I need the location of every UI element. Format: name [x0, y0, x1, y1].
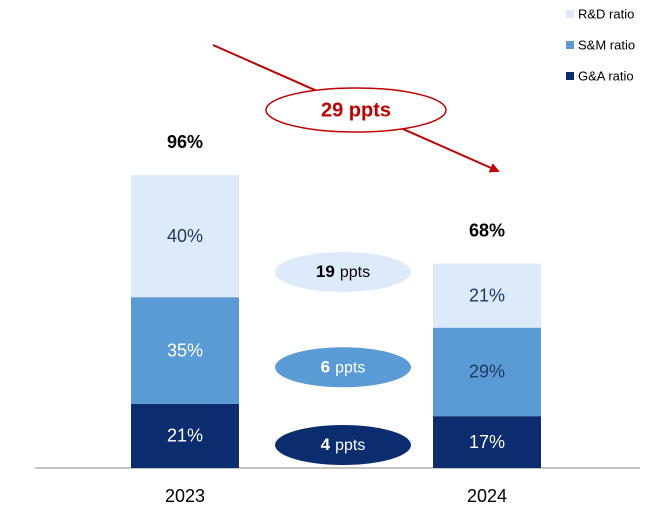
- change-bubble: [275, 347, 411, 388]
- legend-swatch: [566, 41, 574, 49]
- bar-segment: [433, 416, 541, 468]
- value-label: 35%: [167, 340, 203, 360]
- total-change: 29 ppts: [321, 99, 391, 121]
- legend-swatch: [566, 72, 574, 80]
- change-bubble: [275, 425, 411, 466]
- value-label: 21%: [469, 285, 505, 305]
- bar-segment: [131, 403, 239, 468]
- legend-swatch: [566, 10, 574, 18]
- change-value: 4: [321, 436, 331, 455]
- value-label: 21%: [167, 426, 203, 446]
- segment-change: 19 ppts: [316, 262, 370, 281]
- bar-segment: [433, 327, 541, 417]
- x-tick-label: 2024: [467, 486, 507, 506]
- change-unit: ppts: [335, 437, 365, 454]
- bar-segment: [131, 175, 239, 298]
- legend-label: S&M ratio: [578, 37, 635, 52]
- value-label: 17%: [469, 432, 505, 452]
- total-label: 68%: [469, 220, 505, 240]
- bar-segment: [131, 297, 239, 404]
- value-label: 40%: [167, 226, 203, 246]
- change-value: 6: [321, 358, 330, 377]
- change-bubble: [265, 87, 447, 133]
- segment-change: 6 ppts: [321, 358, 366, 377]
- change-bubble: [275, 251, 411, 292]
- total-label: 96%: [167, 132, 203, 152]
- segment-change: 4 ppts: [321, 436, 366, 455]
- change-unit: ppts: [335, 359, 365, 376]
- value-label: 29%: [469, 362, 505, 382]
- x-tick-label: 2023: [165, 486, 205, 506]
- legend-label: R&D ratio: [578, 6, 634, 21]
- change-value: 19: [316, 262, 335, 281]
- legend-label: G&A ratio: [578, 68, 634, 83]
- bar-segment: [433, 263, 541, 328]
- change-unit: ppts: [340, 264, 370, 281]
